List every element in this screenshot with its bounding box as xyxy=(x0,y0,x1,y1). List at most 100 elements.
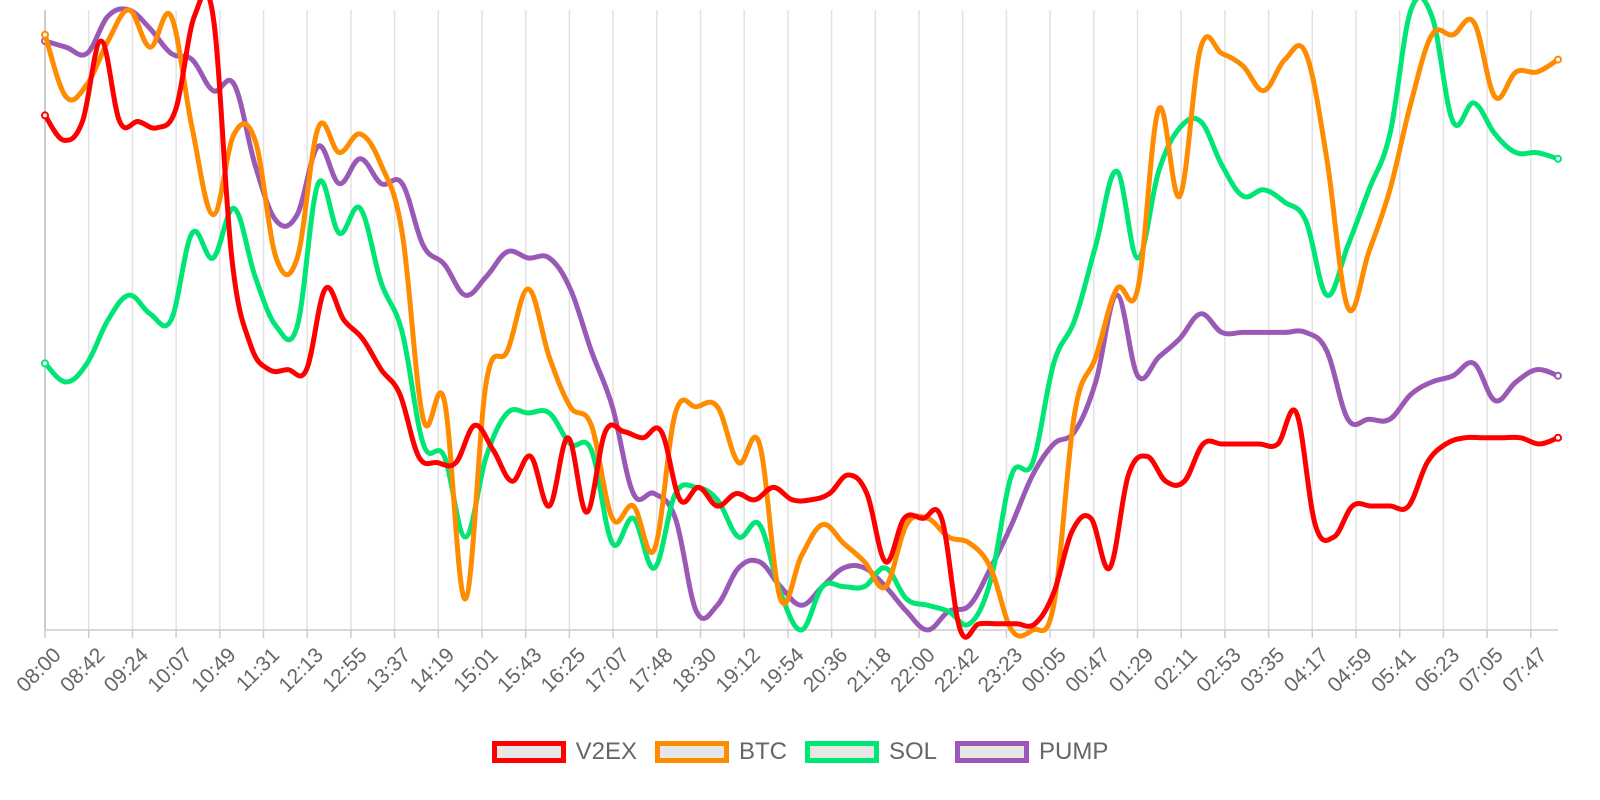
data-point-btc[interactable] xyxy=(1135,287,1140,291)
data-point-v2ex[interactable] xyxy=(939,516,944,521)
data-point-btc[interactable] xyxy=(1471,20,1476,25)
data-point-sol[interactable] xyxy=(1345,243,1350,248)
data-point-sol[interactable] xyxy=(1429,14,1434,19)
data-point-sol[interactable] xyxy=(1072,318,1077,322)
data-point-sol[interactable] xyxy=(1114,169,1119,174)
data-point-btc[interactable] xyxy=(1009,628,1014,632)
data-point-v2ex[interactable] xyxy=(1406,504,1411,508)
data-point-sol[interactable] xyxy=(799,628,804,632)
data-point-v2ex[interactable] xyxy=(827,491,832,496)
data-point-pump[interactable] xyxy=(295,212,300,217)
data-point-btc[interactable] xyxy=(757,442,762,446)
data-point-v2ex[interactable] xyxy=(995,621,1000,626)
data-point-pump[interactable] xyxy=(1282,330,1287,335)
data-point-sol[interactable] xyxy=(988,578,993,583)
data-point-pump[interactable] xyxy=(190,57,195,62)
data-point-btc[interactable] xyxy=(631,504,636,508)
data-point-v2ex[interactable] xyxy=(211,14,216,19)
data-point-pump[interactable] xyxy=(337,181,342,186)
data-point-v2ex[interactable] xyxy=(285,367,290,372)
data-point-pump[interactable] xyxy=(400,181,405,186)
data-point-sol[interactable] xyxy=(1009,473,1014,477)
data-point-btc[interactable] xyxy=(1493,94,1497,99)
data-point-pump[interactable] xyxy=(1240,330,1245,335)
data-point-pump[interactable] xyxy=(253,163,258,167)
data-point-pump[interactable] xyxy=(799,603,804,608)
data-point-btc[interactable] xyxy=(904,522,909,527)
data-point-btc[interactable] xyxy=(1387,187,1392,192)
data-point-v2ex[interactable] xyxy=(1350,504,1355,508)
data-point-v2ex[interactable] xyxy=(472,423,477,428)
data-point-v2ex[interactable] xyxy=(1331,535,1336,539)
data-point-sol[interactable] xyxy=(64,380,68,384)
data-point-v2ex[interactable] xyxy=(1163,479,1168,484)
data-point-pump[interactable] xyxy=(841,566,846,570)
data-point-pump[interactable] xyxy=(211,88,216,93)
data-point-v2ex[interactable] xyxy=(566,435,570,440)
data-point-pump[interactable] xyxy=(148,26,153,31)
data-point-btc[interactable] xyxy=(1051,603,1056,608)
data-point-pump[interactable] xyxy=(652,491,657,496)
data-point-sol[interactable] xyxy=(1198,119,1203,124)
data-point-btc[interactable] xyxy=(169,14,174,19)
data-point-btc[interactable] xyxy=(316,125,321,130)
data-point-sol[interactable] xyxy=(1471,101,1476,105)
data-point-btc[interactable] xyxy=(1093,355,1098,360)
data-point-btc[interactable] xyxy=(1514,70,1518,74)
data-point-pump[interactable] xyxy=(1177,336,1182,341)
data-point-btc[interactable] xyxy=(547,355,552,360)
data-point-pump[interactable] xyxy=(1408,392,1413,397)
data-point-sol[interactable] xyxy=(148,311,153,316)
data-point-v2ex[interactable] xyxy=(734,491,739,496)
data-point-pump[interactable] xyxy=(85,51,89,56)
data-point-v2ex[interactable] xyxy=(1107,566,1112,570)
data-point-pump[interactable] xyxy=(547,256,552,260)
data-point-v2ex[interactable] xyxy=(603,429,608,434)
data-point-btc[interactable] xyxy=(379,163,384,167)
data-point-pump[interactable] xyxy=(1051,442,1056,446)
data-point-v2ex[interactable] xyxy=(510,479,514,484)
data-point-sol[interactable] xyxy=(652,566,657,570)
data-point-sol[interactable] xyxy=(1156,169,1161,174)
data-point-sol[interactable] xyxy=(1324,293,1329,298)
data-point-sol[interactable] xyxy=(1387,132,1392,136)
data-point-v2ex[interactable] xyxy=(248,342,253,347)
data-point-pump[interactable] xyxy=(1493,398,1497,403)
data-point-sol[interactable] xyxy=(967,621,972,626)
series-line-btc[interactable] xyxy=(42,7,1560,639)
data-point-btc[interactable] xyxy=(253,138,258,143)
data-point-v2ex[interactable] xyxy=(902,516,907,521)
data-point-btc[interactable] xyxy=(1240,63,1245,68)
data-point-btc[interactable] xyxy=(988,566,993,570)
data-point-sol[interactable] xyxy=(106,318,110,322)
data-point-btc[interactable] xyxy=(484,380,489,384)
data-point-pump[interactable] xyxy=(757,559,762,564)
data-point-sol[interactable] xyxy=(820,584,825,589)
data-point-pump[interactable] xyxy=(484,274,489,279)
data-point-btc[interactable] xyxy=(106,39,110,43)
data-point-pump[interactable] xyxy=(274,218,279,223)
data-point-btc[interactable] xyxy=(1303,51,1308,56)
data-point-sol[interactable] xyxy=(232,206,237,211)
data-point-sol[interactable] xyxy=(1030,460,1035,465)
data-point-sol[interactable] xyxy=(862,584,867,589)
data-point-sol[interactable] xyxy=(1366,187,1371,192)
data-point-pump[interactable] xyxy=(106,14,110,19)
data-point-btc[interactable] xyxy=(1030,628,1035,632)
data-point-v2ex[interactable] xyxy=(1257,442,1262,446)
data-point-sol[interactable] xyxy=(883,566,888,570)
data-point-pump[interactable] xyxy=(1387,417,1392,422)
data-point-sol[interactable] xyxy=(1554,154,1562,163)
data-point-btc[interactable] xyxy=(337,150,342,155)
data-point-v2ex[interactable] xyxy=(864,491,869,496)
data-point-btc[interactable] xyxy=(568,404,573,409)
data-point-pump[interactable] xyxy=(1009,522,1014,527)
data-point-v2ex[interactable] xyxy=(1369,504,1374,508)
data-point-v2ex[interactable] xyxy=(1070,528,1075,533)
data-point-v2ex[interactable] xyxy=(41,111,49,120)
data-point-pump[interactable] xyxy=(568,287,573,291)
data-point-sol[interactable] xyxy=(85,361,89,366)
data-point-sol[interactable] xyxy=(127,293,132,298)
data-point-v2ex[interactable] xyxy=(1126,473,1131,477)
data-point-sol[interactable] xyxy=(946,609,951,614)
